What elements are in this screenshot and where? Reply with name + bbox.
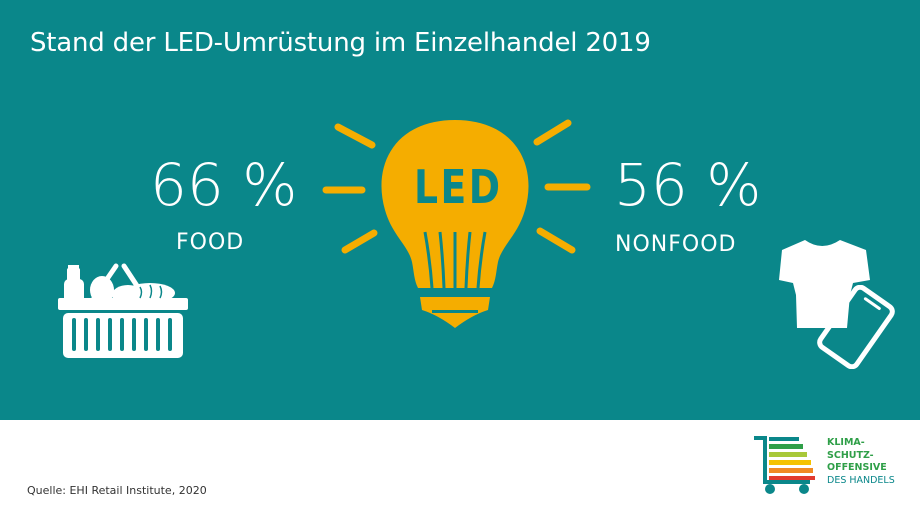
bulb-text: LED xyxy=(414,160,503,214)
logo-wordmark: KLIMA- SCHUTZ- OFFENSIVE DES HANDELS xyxy=(827,437,895,487)
source-note: Quelle: EHI Retail Institute, 2020 xyxy=(27,484,207,497)
logo-line-2: SCHUTZ- xyxy=(827,449,874,461)
smartphone-icon xyxy=(817,285,895,369)
logo-line-3: OFFENSIVE xyxy=(827,462,887,473)
nonfood-percentage: 56 % xyxy=(614,151,762,219)
lightbulb-icon xyxy=(322,119,591,328)
shopping-cart-bars-icon xyxy=(754,436,815,494)
shopping-basket-icon xyxy=(58,263,188,358)
logo-line-4: DES HANDELS xyxy=(827,474,895,486)
food-label: FOOD xyxy=(176,230,245,255)
tshirt-icon xyxy=(779,240,870,328)
nonfood-label: NONFOOD xyxy=(615,232,737,257)
page-title: Stand der LED-Umrüstung im Einzelhandel … xyxy=(30,28,651,58)
food-percentage: 66 % xyxy=(150,151,298,219)
logo-line-1: KLIMA- xyxy=(827,437,865,448)
